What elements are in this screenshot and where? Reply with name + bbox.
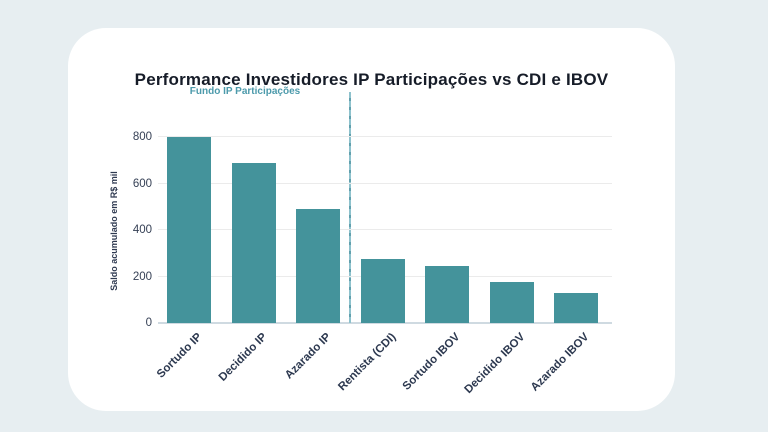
gridline-800: [158, 136, 612, 137]
y-tick-400: 400: [132, 224, 152, 236]
y-tick-200: 200: [132, 270, 152, 283]
x-axis-line: [158, 322, 612, 324]
bar-decidido-ip: [231, 162, 276, 323]
bar-azarado-ibov: [554, 292, 598, 323]
annotation-fundo-ip-participacoes: Fundo IP Participações: [189, 86, 301, 97]
chart-card: Performance Investidores IP Participaçõe…: [68, 28, 675, 411]
chart-title: Performance Investidores IP Participaçõe…: [134, 70, 609, 89]
separator-line: [349, 92, 352, 323]
bar-rentista-cdi: [360, 259, 405, 323]
bar-decidido-ibov: [489, 282, 534, 323]
gridline-600: [158, 182, 612, 184]
bar-sortudo-ibov: [425, 266, 469, 323]
y-tick-800: 800: [132, 131, 152, 143]
plot-area: Sortudo IP Decidido IP Azarado IP Rentista …: [155, 92, 612, 396]
bar-sortudo-ip: [167, 137, 211, 323]
gridline-400: [158, 229, 612, 230]
bar-azarado-ip: [296, 209, 340, 323]
y-tick-0: 0: [145, 317, 152, 329]
y-tick-600: 600: [132, 177, 152, 190]
